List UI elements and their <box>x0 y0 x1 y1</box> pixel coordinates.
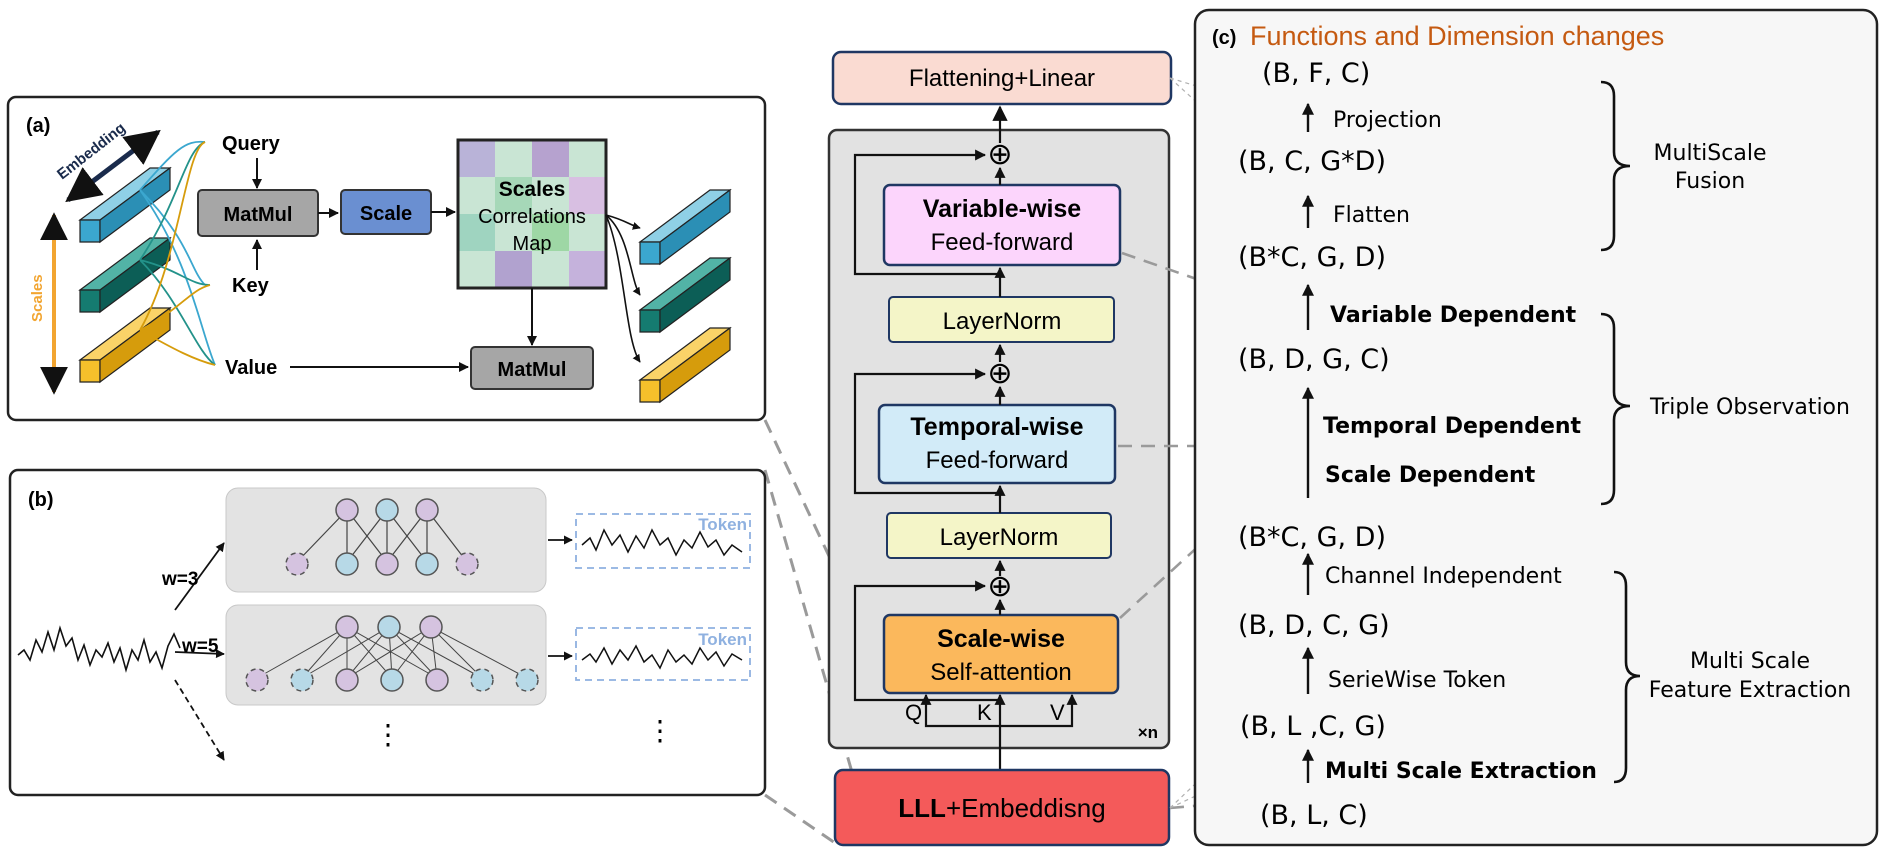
encoder-stack: ×n Flattening+Linear ⊕ Variable-wise Fee… <box>827 50 1173 847</box>
dim-b-f-c: (B, F, C) <box>1262 58 1370 89</box>
add-node-top: ⊕ <box>987 138 1012 171</box>
temporal-wise-box <box>877 403 1117 485</box>
qkv-curves <box>139 140 216 366</box>
embedding-label-rest: +Embeddisng <box>946 793 1106 823</box>
embedding-cubes-right <box>638 188 732 404</box>
scales-label: Scales <box>29 274 46 322</box>
panel-c-title: Functions and Dimension changes <box>1250 21 1664 51</box>
map-line3: Map <box>513 233 552 255</box>
group-multiscale-fusion-2: Fusion <box>1675 169 1745 194</box>
embedding-box <box>833 768 1171 847</box>
repeat-n-label: ×n <box>1138 723 1158 742</box>
layernorm-box-1 <box>888 296 1115 343</box>
op-variable-dependent: Variable Dependent <box>1330 303 1577 328</box>
q-label: Q <box>905 700 922 725</box>
dim-b-d-g-c: (B, D, G, C) <box>1238 344 1390 375</box>
scale-wise-sub: Self-attention <box>930 659 1071 686</box>
temporal-wise-sub: Feed-forward <box>926 447 1069 474</box>
panel-c-label: (c) <box>1212 27 1236 49</box>
dim-bc-g-d-bottom: (B*C, G, D) <box>1238 522 1386 553</box>
dim-bc-g-d-top: (B*C, G, D) <box>1238 242 1386 273</box>
dim-b-l-c-g: (B, L ,C, G) <box>1240 711 1386 742</box>
correlations-map: Scales Correlations Map <box>456 138 608 290</box>
w5-label: w=5 <box>181 636 219 657</box>
query-label: Query <box>222 133 281 155</box>
temporal-wise-title: Temporal-wise <box>910 413 1083 441</box>
panel-b-label: (b) <box>28 489 54 511</box>
map-line2: Correlations <box>478 206 586 228</box>
panel-a: (a) Embedding Scales <box>6 95 767 422</box>
scale-wise-title: Scale-wise <box>937 625 1065 653</box>
dim-b-c-gd: (B, C, G*D) <box>1238 146 1386 177</box>
op-projection: Projection <box>1333 108 1442 133</box>
layernorm-label-1: LayerNorm <box>943 308 1062 335</box>
op-channel-independent: Channel Independent <box>1325 564 1562 589</box>
add-node-middle: ⊕ <box>987 357 1012 390</box>
op-temporal-dependent: Temporal Dependent <box>1323 414 1582 439</box>
dim-b-d-c-g: (B, D, C, G) <box>1238 610 1390 641</box>
k-label: K <box>977 700 992 725</box>
key-label: Key <box>232 275 270 297</box>
dots-network: ⋮ <box>374 719 402 750</box>
panel-b: (b) w=3 w=5 <box>8 468 767 797</box>
group-multiscale-fusion-1: MultiScale <box>1654 141 1767 166</box>
panel-a-label: (a) <box>26 115 50 137</box>
value-label: Value <box>225 357 277 379</box>
group-mse-2: Feature Extraction <box>1649 678 1851 703</box>
panel-c: (c) Functions and Dimension changes (B, … <box>1193 8 1879 847</box>
token-label-2: Token <box>698 630 747 649</box>
op-scale-dependent: Scale Dependent <box>1325 463 1536 488</box>
embedding-label: LLL+Embeddisng <box>898 793 1105 823</box>
embedding-label-bold: LLL <box>898 793 946 823</box>
variable-wise-title: Variable-wise <box>923 195 1082 223</box>
w3-label: w=3 <box>161 569 198 590</box>
op-flatten: Flatten <box>1333 203 1410 228</box>
token-box-2 <box>575 627 751 681</box>
dots-token: ⋮ <box>646 715 674 746</box>
layernorm-label-2: LayerNorm <box>940 524 1059 551</box>
v-label: V <box>1050 700 1065 725</box>
group-mse-1: Multi Scale <box>1690 649 1810 674</box>
matmul-label-1: MatMul <box>224 204 293 226</box>
op-seriewise-token: SerieWise Token <box>1328 668 1506 693</box>
flatten-linear-label: Flattening+Linear <box>909 65 1095 92</box>
variable-wise-sub: Feed-forward <box>931 229 1074 256</box>
group-triple-observation: Triple Observation <box>1649 395 1850 420</box>
op-multi-scale-extraction: Multi Scale Extraction <box>1325 759 1597 784</box>
matmul-box-2 <box>470 346 594 390</box>
dim-b-l-c: (B, L, C) <box>1260 800 1368 831</box>
token-box-1 <box>575 513 751 569</box>
map-title: Scales <box>499 178 566 201</box>
input-series <box>17 625 181 673</box>
scale-label: Scale <box>360 203 412 225</box>
matmul-label-2: MatMul <box>498 359 567 381</box>
variable-wise-box <box>882 183 1122 267</box>
token-label-1: Token <box>698 515 747 534</box>
